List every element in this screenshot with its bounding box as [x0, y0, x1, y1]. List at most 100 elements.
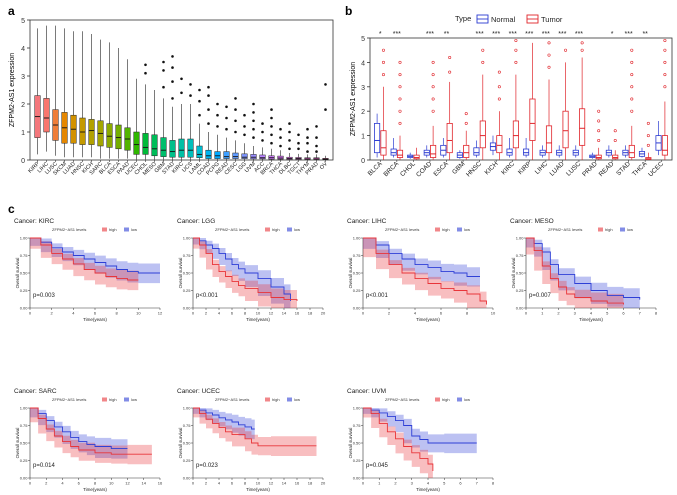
a-box: [214, 151, 221, 159]
survival-y-tick-label: 0.75: [353, 253, 362, 258]
survival-x-tick-label: 6: [622, 311, 625, 316]
a-outlier-point: [216, 113, 219, 117]
survival-x-tick-label: 6: [231, 311, 234, 316]
b-tumor-outlier: [613, 129, 617, 133]
survival-title: Cancer: LIHC: [347, 218, 387, 225]
a-y-tick-label: 1: [21, 130, 25, 137]
survival-x-tick-label: 6: [459, 481, 462, 486]
survival-curve-high: [193, 237, 298, 301]
b-significance-label: ***: [476, 31, 484, 38]
a-outlier-point: [261, 122, 264, 125]
b-normal-box: [390, 148, 397, 156]
b-y-tick-label: 0: [361, 158, 365, 165]
survival-x-tick-label: 0: [192, 481, 195, 486]
survival-x-axis-label: Time(years): [246, 487, 270, 492]
survival-y-tick-label: 0.50: [20, 271, 29, 276]
survival-curve-high: [30, 237, 139, 281]
survival-x-tick-label: 0: [362, 311, 365, 316]
survival-y-axis-label: Overall survival: [15, 258, 20, 289]
b-tumor-outlier: [597, 129, 601, 133]
survival-x-tick-label: 20: [321, 481, 326, 486]
survival-x-axis-label: Time(years): [83, 487, 107, 492]
a-outlier-point: [162, 69, 165, 72]
survival-ci-band-low: [193, 238, 291, 308]
b-significance-label: ***: [525, 31, 533, 38]
a-outlier-point: [315, 136, 318, 139]
a-outlier-point: [270, 133, 273, 137]
a-box: [43, 98, 50, 133]
survival-y-tick-label: 0.25: [353, 288, 362, 293]
b-y-tick-label: 1: [361, 134, 365, 141]
b-plot-frame: [369, 37, 673, 161]
survival-legend-label-low: low: [131, 397, 137, 402]
b-tumor-outlier: [663, 73, 667, 77]
b-tumor-box: [545, 125, 553, 154]
b-tumor-outlier: [547, 41, 551, 45]
survival-curve-high: [363, 407, 434, 471]
b-tumor-outlier: [381, 60, 385, 64]
survival-x-tick-label: 12: [125, 481, 130, 486]
survival-curve-low: [526, 237, 641, 300]
a-outlier-point: [180, 77, 183, 81]
b-tumor-outlier: [481, 48, 485, 52]
panel-label-a: a: [8, 4, 15, 18]
survival-y-tick-label: 0.50: [353, 441, 362, 446]
survival-ci-band-high: [363, 408, 433, 478]
b-tumor-outlier: [497, 97, 501, 101]
survival-x-tick-label: 10: [256, 481, 261, 486]
survival-curve-high: [526, 237, 624, 305]
survival-x-tick-label: 8: [655, 311, 658, 316]
b-tumor-outlier: [431, 73, 435, 77]
b-tumor-outlier: [514, 48, 518, 52]
a-outlier-point: [234, 130, 237, 134]
survival-y-tick-label: 0.00: [183, 306, 192, 311]
survival-legend-label-low: low: [464, 227, 470, 232]
a-y-tick-label: 0: [21, 158, 25, 165]
survival-legend-key-high: [102, 397, 107, 402]
a-box: [133, 131, 140, 155]
a-box: [223, 151, 230, 159]
b-tumor-outlier: [580, 48, 584, 52]
survival-x-tick-label: 12: [269, 481, 274, 486]
b-tumor-outlier: [448, 70, 452, 74]
a-outlier-point: [261, 130, 264, 134]
b-significance-label: ***: [426, 31, 434, 38]
survival-legend-key-low: [287, 227, 292, 232]
a-outlier-point: [306, 141, 309, 145]
b-tumor-outlier: [547, 53, 551, 57]
survival-ci-band-low: [363, 238, 480, 287]
survival-p-value: p=0.014: [33, 463, 56, 469]
survival-x-tick-label: 8: [244, 311, 247, 316]
a-outlier-point: [252, 136, 255, 139]
b-tumor-box: [396, 149, 404, 158]
survival-x-tick-label: 3: [411, 481, 414, 486]
survival-x-tick-label: 10: [256, 311, 261, 316]
a-outlier-point: [234, 119, 237, 123]
survival-x-tick-label: 8: [244, 481, 247, 486]
survival-legend-label-high: high: [109, 227, 117, 232]
survival-x-tick-label: 20: [321, 311, 326, 316]
b-tumor-outlier: [398, 73, 402, 77]
survival-x-tick-label: 6: [78, 481, 81, 486]
survival-y-tick-label: 0.75: [353, 423, 362, 428]
survival-legend-key-high: [435, 397, 440, 402]
b-tumor-outlier: [564, 48, 568, 52]
survival-legend-label-high: high: [109, 397, 117, 402]
a-outlier-point: [225, 127, 228, 131]
a-box: [79, 117, 86, 145]
b-tumor-outlier: [398, 121, 402, 125]
survival-curve-low: [363, 237, 480, 277]
survival-ci-band-high: [193, 408, 317, 456]
survival-y-axis-label: Overall survival: [511, 258, 516, 289]
survival-ci-band-high: [30, 408, 152, 465]
survival-legend-key-high: [598, 227, 603, 232]
b-tumor-outlier: [398, 97, 402, 101]
a-outlier-point: [279, 144, 282, 148]
a-outlier-point: [297, 147, 300, 151]
a-box: [169, 140, 176, 158]
a-box: [187, 138, 194, 158]
b-y-tick-label: 2: [361, 109, 365, 116]
